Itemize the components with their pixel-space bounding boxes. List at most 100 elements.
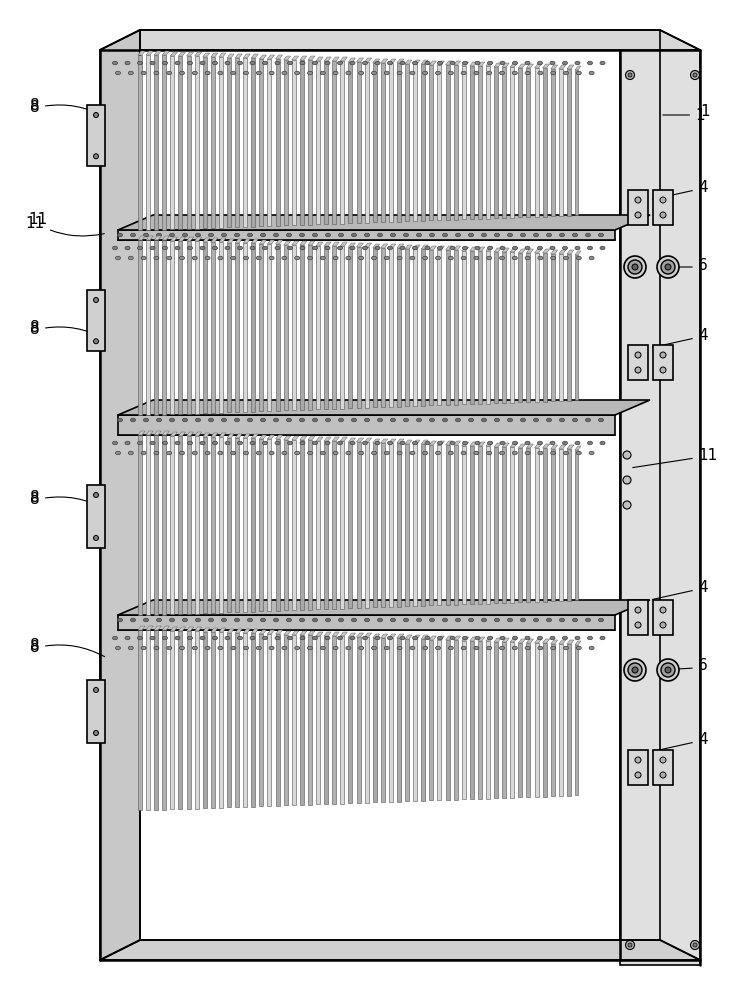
Polygon shape bbox=[195, 237, 202, 241]
Polygon shape bbox=[138, 630, 142, 810]
Polygon shape bbox=[478, 62, 485, 66]
Ellipse shape bbox=[154, 451, 159, 455]
Polygon shape bbox=[284, 631, 291, 635]
Polygon shape bbox=[478, 251, 482, 404]
Polygon shape bbox=[118, 415, 615, 435]
Polygon shape bbox=[251, 438, 255, 612]
Ellipse shape bbox=[200, 61, 205, 65]
Ellipse shape bbox=[213, 636, 217, 640]
Polygon shape bbox=[445, 441, 453, 445]
Ellipse shape bbox=[572, 233, 578, 237]
Ellipse shape bbox=[525, 646, 530, 650]
Polygon shape bbox=[227, 438, 231, 612]
Polygon shape bbox=[421, 64, 425, 221]
Polygon shape bbox=[462, 637, 468, 641]
Polygon shape bbox=[341, 437, 347, 441]
Polygon shape bbox=[486, 641, 490, 799]
Polygon shape bbox=[373, 244, 380, 248]
Polygon shape bbox=[518, 639, 526, 643]
Ellipse shape bbox=[247, 618, 253, 622]
Polygon shape bbox=[486, 637, 493, 641]
Polygon shape bbox=[154, 435, 158, 615]
Ellipse shape bbox=[461, 451, 466, 455]
Ellipse shape bbox=[346, 256, 351, 260]
Ellipse shape bbox=[397, 646, 402, 650]
Polygon shape bbox=[251, 243, 255, 412]
Polygon shape bbox=[118, 615, 615, 630]
Ellipse shape bbox=[244, 71, 248, 75]
Ellipse shape bbox=[626, 70, 635, 80]
Ellipse shape bbox=[93, 688, 99, 692]
Ellipse shape bbox=[138, 246, 142, 250]
Polygon shape bbox=[186, 237, 193, 241]
Ellipse shape bbox=[125, 636, 130, 640]
Ellipse shape bbox=[450, 636, 455, 640]
Ellipse shape bbox=[131, 418, 135, 422]
Ellipse shape bbox=[538, 636, 542, 640]
Polygon shape bbox=[559, 640, 566, 644]
Polygon shape bbox=[373, 59, 380, 63]
Polygon shape bbox=[219, 238, 226, 242]
Polygon shape bbox=[502, 638, 509, 642]
Text: 6: 6 bbox=[698, 257, 708, 272]
Bar bbox=[87, 680, 105, 743]
Ellipse shape bbox=[200, 441, 205, 445]
Polygon shape bbox=[146, 431, 153, 435]
Ellipse shape bbox=[150, 61, 155, 65]
Ellipse shape bbox=[438, 246, 442, 250]
Ellipse shape bbox=[589, 256, 594, 260]
Polygon shape bbox=[511, 67, 514, 218]
Ellipse shape bbox=[287, 618, 292, 622]
Ellipse shape bbox=[193, 451, 197, 455]
Ellipse shape bbox=[338, 618, 344, 622]
Ellipse shape bbox=[589, 71, 594, 75]
Ellipse shape bbox=[213, 246, 217, 250]
Polygon shape bbox=[575, 70, 578, 215]
Polygon shape bbox=[550, 644, 555, 796]
Ellipse shape bbox=[525, 71, 530, 75]
Ellipse shape bbox=[512, 256, 517, 260]
Ellipse shape bbox=[93, 730, 99, 736]
Polygon shape bbox=[421, 635, 428, 639]
Polygon shape bbox=[502, 67, 506, 218]
Polygon shape bbox=[186, 56, 190, 229]
Polygon shape bbox=[186, 627, 193, 631]
Polygon shape bbox=[195, 432, 202, 436]
Ellipse shape bbox=[196, 418, 201, 422]
Ellipse shape bbox=[512, 451, 517, 455]
Ellipse shape bbox=[256, 451, 261, 455]
Polygon shape bbox=[462, 62, 468, 66]
Ellipse shape bbox=[404, 418, 408, 422]
Ellipse shape bbox=[287, 418, 292, 422]
Polygon shape bbox=[195, 56, 199, 229]
Ellipse shape bbox=[375, 636, 380, 640]
Ellipse shape bbox=[238, 61, 242, 65]
Ellipse shape bbox=[448, 646, 453, 650]
Polygon shape bbox=[494, 447, 498, 603]
Ellipse shape bbox=[300, 441, 305, 445]
Polygon shape bbox=[365, 438, 371, 442]
Polygon shape bbox=[324, 441, 328, 609]
Polygon shape bbox=[316, 437, 323, 441]
Polygon shape bbox=[397, 248, 401, 407]
Polygon shape bbox=[146, 626, 153, 630]
Text: 11: 11 bbox=[29, 213, 47, 228]
Ellipse shape bbox=[375, 61, 380, 65]
Polygon shape bbox=[268, 634, 271, 806]
Ellipse shape bbox=[200, 246, 205, 250]
Ellipse shape bbox=[538, 71, 543, 75]
Ellipse shape bbox=[600, 636, 605, 640]
Ellipse shape bbox=[351, 418, 356, 422]
Polygon shape bbox=[186, 241, 190, 414]
Ellipse shape bbox=[180, 451, 184, 455]
Polygon shape bbox=[421, 249, 425, 406]
Polygon shape bbox=[429, 640, 433, 800]
Polygon shape bbox=[243, 434, 250, 438]
Ellipse shape bbox=[225, 61, 230, 65]
Polygon shape bbox=[567, 449, 571, 601]
Ellipse shape bbox=[547, 618, 551, 622]
Ellipse shape bbox=[438, 636, 442, 640]
Polygon shape bbox=[567, 644, 571, 796]
Ellipse shape bbox=[468, 418, 474, 422]
Polygon shape bbox=[251, 239, 258, 243]
